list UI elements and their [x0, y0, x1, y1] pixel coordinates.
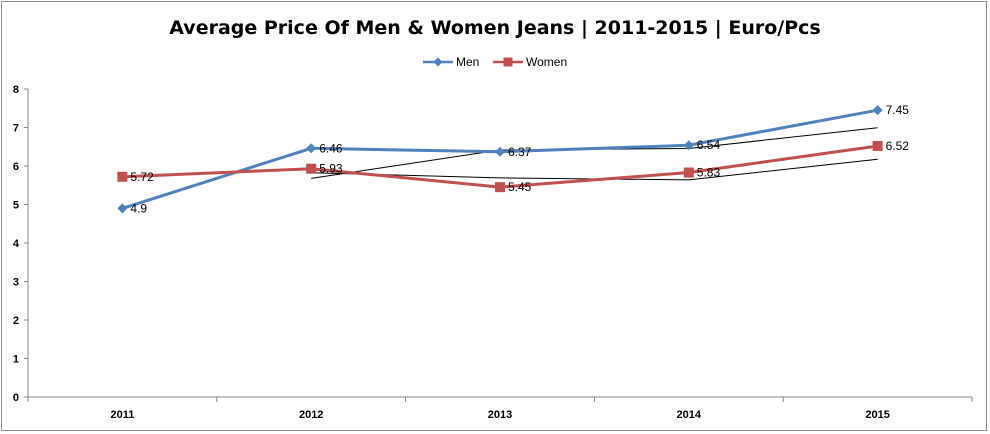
y-tick-label: 2: [13, 315, 19, 327]
legend-item-women: Women: [493, 55, 567, 69]
trendline-men: [311, 127, 878, 179]
legend-women-square-marker: [503, 57, 513, 67]
legend: Men Women: [423, 55, 567, 69]
data-point-women: [306, 163, 317, 174]
legend-item-men: Men: [423, 55, 479, 69]
data-point-men: [117, 203, 128, 214]
data-label-women: 5.72: [130, 170, 154, 184]
data-point-men: [683, 140, 694, 151]
y-tick-label: 7: [13, 123, 19, 135]
data-label-men: 6.54: [697, 138, 721, 152]
data-point-women: [683, 167, 694, 178]
x-tick-label: 2013: [488, 409, 512, 421]
chart-title: Average Price Of Men & Women Jeans | 201…: [169, 17, 820, 39]
y-tick-label: 3: [13, 277, 19, 289]
data-point-men: [872, 105, 883, 116]
legend-men-diamond-marker: [433, 57, 443, 67]
data-point-women: [117, 171, 128, 182]
axes: 0 1 2 3 4 5 6 7 8 2011 2012 2013 2014 2015: [13, 84, 973, 421]
legend-label-men: Men: [456, 55, 479, 69]
series-line-men: [121, 108, 878, 210]
data-label-men: 7.45: [886, 103, 910, 117]
trendlines: [311, 127, 878, 181]
y-tick-label: 0: [13, 392, 19, 404]
data-label-men: 6.37: [508, 145, 532, 159]
data-point-women: [495, 182, 505, 193]
legend-label-women: Women: [526, 55, 567, 69]
y-tick-label: 5: [13, 200, 19, 212]
data-label-women: 5.45: [508, 180, 532, 194]
data-label-men: 4.9: [130, 201, 147, 215]
data-labels: 4.9 6.46 6.37 6.54 7.45 5.72 5.93 5.45 5.83 6.52: [130, 103, 909, 215]
y-tick-label: 6: [13, 161, 19, 173]
x-tick-label: 2011: [110, 409, 134, 421]
x-tick-label: 2015: [865, 409, 889, 421]
x-tick-label: 2014: [677, 409, 702, 421]
data-point-men: [495, 146, 505, 157]
series-lines: [117, 105, 883, 214]
data-label-men: 6.46: [319, 141, 343, 155]
data-label-women: 5.93: [319, 162, 343, 176]
y-tick-label: 8: [13, 84, 19, 96]
data-label-women: 6.52: [886, 139, 910, 153]
y-tick-label: 1: [13, 354, 19, 366]
data-label-women: 5.83: [697, 166, 721, 180]
data-point-men: [306, 143, 317, 154]
y-tick-label: 4: [13, 238, 20, 250]
data-point-women: [872, 140, 883, 151]
x-tick-label: 2012: [299, 409, 323, 421]
